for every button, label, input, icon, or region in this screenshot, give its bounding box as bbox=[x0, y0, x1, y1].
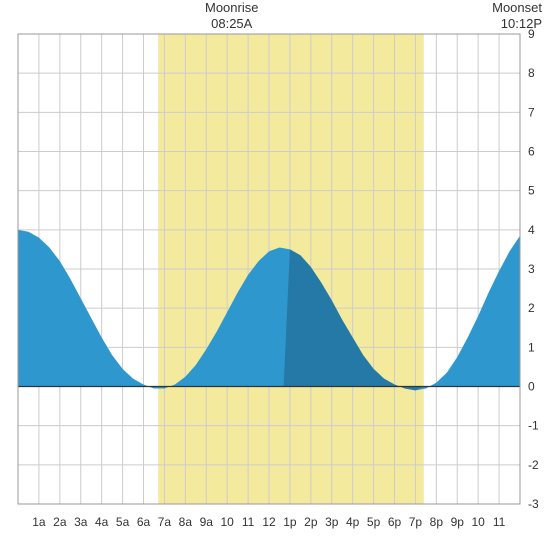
y-tick-label: 1 bbox=[528, 340, 535, 354]
x-tick-label: 6p bbox=[388, 515, 402, 529]
moonrise-label: Moonrise bbox=[205, 0, 258, 16]
y-tick-label: 6 bbox=[528, 145, 535, 159]
x-tick-label: 10 bbox=[220, 515, 234, 529]
x-tick-label: 9a bbox=[200, 515, 214, 529]
x-tick-label: 7a bbox=[158, 515, 172, 529]
x-tick-label: 11 bbox=[493, 515, 506, 529]
x-tick-label: 10 bbox=[471, 515, 485, 529]
x-tick-label: 2p bbox=[304, 515, 318, 529]
x-tick-label: 11 bbox=[242, 515, 255, 529]
x-tick-label: 9p bbox=[451, 515, 465, 529]
moonset-block: Moonset 10:12P bbox=[492, 0, 542, 31]
x-tick-label: 6a bbox=[137, 515, 151, 529]
x-tick-label: 5p bbox=[367, 515, 381, 529]
x-tick-label: 1p bbox=[283, 515, 297, 529]
tide-chart: Moonrise 08:25A Moonset 10:12P -3-2-1012… bbox=[0, 0, 550, 550]
y-tick-label: 7 bbox=[528, 105, 535, 119]
moonset-time: 10:12P bbox=[492, 16, 542, 32]
x-tick-label: 5a bbox=[116, 515, 130, 529]
y-tick-label: 2 bbox=[528, 301, 535, 315]
x-tick-label: 4a bbox=[95, 515, 109, 529]
y-tick-label: -3 bbox=[528, 497, 539, 511]
y-tick-label: 3 bbox=[528, 262, 535, 276]
x-tick-label: 12 bbox=[262, 515, 276, 529]
y-tick-label: -2 bbox=[528, 458, 539, 472]
y-tick-label: 4 bbox=[528, 223, 535, 237]
x-tick-label: 8a bbox=[179, 515, 193, 529]
moonset-label: Moonset bbox=[492, 0, 542, 16]
x-tick-label: 3a bbox=[74, 515, 88, 529]
tide-area bbox=[18, 230, 520, 391]
moonrise-time: 08:25A bbox=[205, 16, 258, 32]
x-tick-label: 1a bbox=[32, 515, 46, 529]
y-tick-label: 0 bbox=[528, 380, 535, 394]
y-tick-label: 5 bbox=[528, 184, 535, 198]
moonrise-block: Moonrise 08:25A bbox=[205, 0, 258, 31]
x-tick-label: 2a bbox=[53, 515, 67, 529]
y-tick-label: -1 bbox=[528, 419, 539, 433]
x-tick-label: 7p bbox=[409, 515, 423, 529]
y-tick-label: 8 bbox=[528, 66, 535, 80]
x-tick-label: 3p bbox=[325, 515, 339, 529]
chart-svg: -3-2-101234567891a2a3a4a5a6a7a8a9a101112… bbox=[0, 0, 550, 550]
x-tick-label: 8p bbox=[430, 515, 444, 529]
x-tick-label: 4p bbox=[346, 515, 360, 529]
